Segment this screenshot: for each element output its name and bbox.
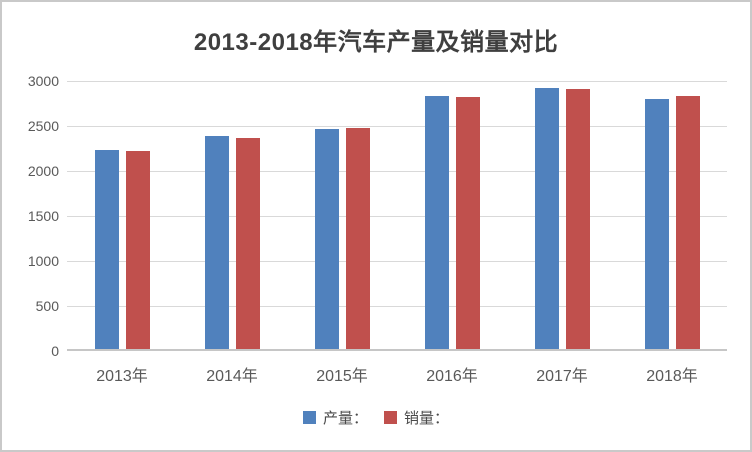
y-tick-label-0: 0 xyxy=(51,343,59,359)
category-group-2014年 xyxy=(177,81,287,349)
gridline-2000 xyxy=(67,171,727,172)
bars-container xyxy=(67,81,727,349)
x-axis-labels: 2013年 2014年 2015年 2016年 2017年 2018年 xyxy=(67,362,727,386)
production-bar-2018年 xyxy=(644,98,669,349)
plot-area xyxy=(67,81,727,351)
x-tick-label-2016年: 2016年 xyxy=(426,368,478,385)
gridline-1500 xyxy=(67,216,727,217)
y-tick-label-2000: 2000 xyxy=(27,163,59,179)
chart-title: 2013-2018年汽车产量及销量对比 xyxy=(193,29,559,56)
production-bar-2015年 xyxy=(314,128,339,349)
legend-swatch-icon xyxy=(384,411,397,424)
production-bar-2016年 xyxy=(424,95,449,349)
sales-bar-2014年 xyxy=(235,137,260,349)
y-tick-label-500: 500 xyxy=(35,298,59,314)
gridline-1000 xyxy=(67,261,727,262)
sales-bar-2018年 xyxy=(675,96,700,349)
sales-bar-2013年 xyxy=(125,151,150,349)
production-bar-2017年 xyxy=(534,87,559,349)
legend-item-production: 产量： xyxy=(302,407,368,428)
production-bar-2013年 xyxy=(94,149,119,349)
x-tick-label-2018年: 2018年 xyxy=(646,368,698,385)
production-bar-2014年 xyxy=(204,135,229,349)
x-tick-label-2014年: 2014年 xyxy=(206,368,258,385)
category-group-2018年 xyxy=(617,81,727,349)
category-group-2016年 xyxy=(397,81,507,349)
y-tick-label-3000: 3000 xyxy=(27,73,59,89)
y-tick-label-2500: 2500 xyxy=(27,118,59,134)
category-group-2015年 xyxy=(287,81,397,349)
legend-swatch-icon xyxy=(302,411,316,424)
y-tick-label-1000: 1000 xyxy=(27,253,59,269)
gridline-500 xyxy=(67,306,727,307)
legend-label: 销量： xyxy=(404,410,450,427)
category-group-2017年 xyxy=(507,81,617,349)
x-tick-label-2017年: 2017年 xyxy=(536,368,588,385)
legend-item-sales: 销量： xyxy=(384,407,449,428)
y-axis-labels: 0 500 1000 1500 2000 2500 3000 xyxy=(2,73,59,359)
y-tick-label-1500: 1500 xyxy=(27,208,59,224)
sales-bar-2017年 xyxy=(565,89,590,349)
x-tick-label-2015年: 2015年 xyxy=(316,368,368,385)
gridline-3000 xyxy=(67,81,727,82)
sales-bar-2015年 xyxy=(345,127,370,349)
sales-bar-2016年 xyxy=(455,96,480,349)
legend: 产量： 销量： xyxy=(2,407,750,428)
legend-label: 产量： xyxy=(322,410,368,427)
gridline-2500 xyxy=(67,126,727,127)
x-tick-label-2013年: 2013年 xyxy=(96,368,148,385)
category-group-2013年 xyxy=(67,81,177,349)
